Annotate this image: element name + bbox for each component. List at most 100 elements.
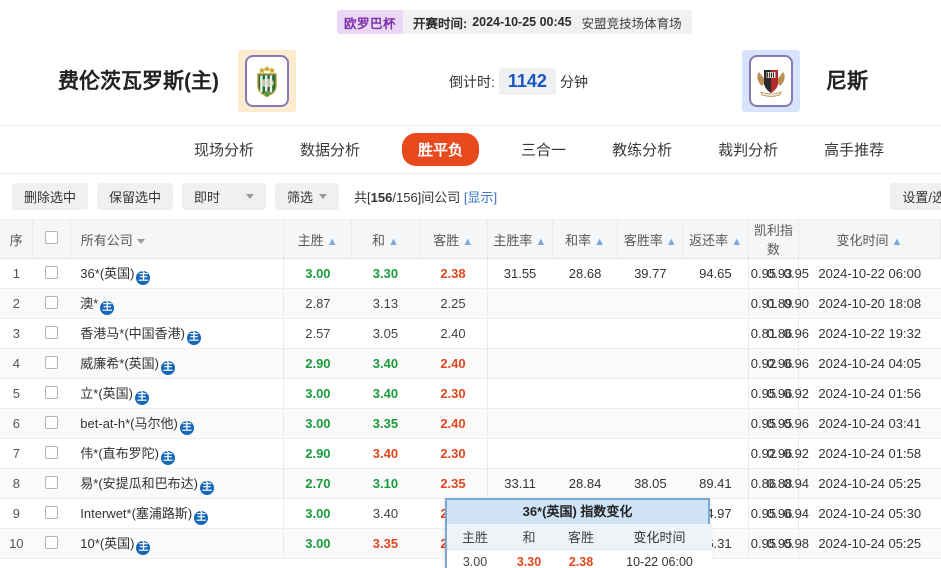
th-away-win[interactable]: 客胜 ▲ xyxy=(419,220,488,259)
odds-cell[interactable]: 3.40 xyxy=(351,378,420,409)
odds-cell[interactable]: 2.38 xyxy=(419,258,488,289)
company-name-cell[interactable]: 威廉希*(英国) 主 xyxy=(70,348,285,379)
th-change-time[interactable]: 变化时间 ▲ xyxy=(798,220,941,259)
odds-cell[interactable]: 3.00 xyxy=(283,378,352,409)
table-row[interactable]: 3 香港马*(中国香港) 主 2.57 3.05 2.40 0.81 0.86 0.96 2024… xyxy=(0,318,941,349)
company-name-cell[interactable]: 伟*(直布罗陀) 主 xyxy=(70,438,285,469)
th-draw-rate[interactable]: 和率 ▲ xyxy=(552,220,619,259)
keep-selected-button[interactable]: 保留选中 xyxy=(97,183,174,210)
row-checkbox[interactable] xyxy=(44,355,58,369)
kelly-cell: 0.96 xyxy=(765,348,792,379)
th-home-win[interactable]: 主胜 ▲ xyxy=(283,220,353,259)
row-checkbox[interactable] xyxy=(44,295,58,309)
tab-coach-analysis[interactable]: 教练分析 xyxy=(612,142,673,159)
row-checkbox[interactable] xyxy=(44,265,58,279)
odds-cell[interactable]: 2.70 xyxy=(283,468,352,499)
company-name-cell[interactable]: Interwet*(塞浦路斯) 主 xyxy=(70,498,285,529)
count-value: 156 xyxy=(370,190,393,205)
tab-win-draw-lose[interactable]: 胜平负 xyxy=(402,133,480,166)
row-checkbox-cell[interactable] xyxy=(32,378,71,409)
odds-cell[interactable]: 2.57 xyxy=(283,318,352,349)
odds-cell[interactable]: 2.25 xyxy=(419,288,488,319)
odds-cell[interactable]: 3.00 xyxy=(283,498,352,529)
odds-cell[interactable]: 3.00 xyxy=(283,258,352,289)
row-checkbox[interactable] xyxy=(44,325,58,339)
row-checkbox-cell[interactable] xyxy=(32,528,71,559)
settings-button[interactable]: 设置/选 xyxy=(890,183,941,210)
row-checkbox[interactable] xyxy=(44,505,58,519)
odds-cell[interactable]: 3.40 xyxy=(351,498,420,529)
odds-cell[interactable]: 3.13 xyxy=(351,288,420,319)
odds-cell[interactable]: 3.40 xyxy=(351,438,420,469)
kelly-cell: 0.90 xyxy=(781,288,809,319)
odds-cell[interactable]: 2.30 xyxy=(419,438,488,469)
company-name-cell[interactable]: 36*(英国) 主 xyxy=(70,258,285,289)
odds-cell[interactable]: 2.40 xyxy=(419,348,488,379)
show-link[interactable]: [显示] xyxy=(463,190,498,205)
odds-cell[interactable]: 2.40 xyxy=(419,318,488,349)
away-team-name[interactable]: 尼斯 xyxy=(826,70,868,93)
odds-cell[interactable]: 2.90 xyxy=(283,438,352,469)
company-name-cell[interactable]: 易*(安提瓜和巴布达) 主 xyxy=(70,468,285,499)
table-row[interactable]: 4 威廉希*(英国) 主 2.90 3.40 2.40 0.92 0.96 0.96 2024-1… xyxy=(0,348,941,379)
filter-dropdown[interactable]: 筛选 xyxy=(275,183,340,210)
th-home-win-rate[interactable]: 主胜率 ▲ xyxy=(487,220,553,259)
odds-cell[interactable]: 2.30 xyxy=(419,378,488,409)
row-checkbox[interactable] xyxy=(44,415,58,429)
odds-cell[interactable]: 2.87 xyxy=(283,288,352,319)
company-name-cell[interactable]: 立*(英国) 主 xyxy=(70,378,285,409)
row-checkbox-cell[interactable] xyxy=(32,318,71,349)
row-checkbox-cell[interactable] xyxy=(32,438,71,469)
row-checkbox-cell[interactable] xyxy=(32,408,71,439)
th-away-win-rate[interactable]: 客胜率 ▲ xyxy=(617,220,684,259)
odds-cell[interactable]: 3.30 xyxy=(351,258,420,289)
odds-cell[interactable]: 2.35 xyxy=(419,468,488,499)
row-checkbox[interactable] xyxy=(44,385,58,399)
th-return-rate[interactable]: 返还率 ▲ xyxy=(682,220,749,259)
kelly-cell: 0.96 xyxy=(781,348,809,379)
tab-three-in-one[interactable]: 三合一 xyxy=(521,142,567,159)
row-checkbox[interactable] xyxy=(44,475,58,489)
sort-asc-icon: ▲ xyxy=(535,235,547,248)
row-checkbox-cell[interactable] xyxy=(32,498,71,529)
table-row[interactable]: 6 bet-at-h*(马尔他) 主 3.00 3.35 2.40 0.95 0.95 0.96… xyxy=(0,408,941,439)
table-row[interactable]: 8 易*(安提瓜和巴布达) 主 2.70 3.10 2.35 33.11 28.84 38.05… xyxy=(0,468,941,499)
odds-cell[interactable]: 2.90 xyxy=(283,348,352,379)
select-all-checkbox[interactable] xyxy=(44,231,58,244)
row-checkbox-cell[interactable] xyxy=(32,288,71,319)
table-row[interactable]: 7 伟*(直布罗陀) 主 2.90 3.40 2.30 0.92 0.96 0.92 2024-1… xyxy=(0,438,941,469)
instant-dropdown[interactable]: 即时 xyxy=(182,183,267,210)
odds-cell[interactable]: 3.10 xyxy=(351,468,420,499)
ferencvaros-crest-icon xyxy=(245,55,289,107)
tab-data-analysis[interactable]: 数据分析 xyxy=(300,142,361,159)
th-company[interactable]: 所有公司 xyxy=(70,220,285,259)
company-name-cell[interactable]: 香港马*(中国香港) 主 xyxy=(70,318,285,349)
odds-cell[interactable]: 3.05 xyxy=(351,318,420,349)
row-checkbox-cell[interactable] xyxy=(32,258,71,289)
tab-live-analysis[interactable]: 现场分析 xyxy=(194,142,255,159)
table-row[interactable]: 1 36*(英国) 主 3.00 3.30 2.38 31.55 28.68 39.77 94.6… xyxy=(0,258,941,289)
th-draw[interactable]: 和 ▲ xyxy=(351,220,420,259)
tab-referee-analysis[interactable]: 裁判分析 xyxy=(718,142,779,159)
row-checkbox-cell[interactable] xyxy=(32,348,71,379)
table-row[interactable]: 2 澳* 主 2.87 3.13 2.25 0.91 0.89 0.90 2024-10-20 1… xyxy=(0,288,941,319)
row-checkbox[interactable] xyxy=(44,535,58,549)
odds-cell[interactable]: 3.35 xyxy=(351,408,420,439)
odds-cell[interactable]: 3.00 xyxy=(283,528,352,559)
company-name-cell[interactable]: 10*(英国) 主 xyxy=(70,528,285,559)
odds-cell[interactable]: 3.40 xyxy=(351,348,420,379)
odds-cell[interactable]: 3.00 xyxy=(283,408,352,439)
company-name-cell[interactable]: 澳* 主 xyxy=(70,288,285,319)
delete-selected-button[interactable]: 删除选中 xyxy=(12,183,89,210)
row-checkbox-cell[interactable] xyxy=(32,468,71,499)
table-row[interactable]: 5 立*(英国) 主 3.00 3.40 2.30 0.95 0.96 0.92 2024-10-… xyxy=(0,378,941,409)
odds-cell[interactable]: 2.40 xyxy=(419,408,488,439)
odds-cell[interactable]: 3.35 xyxy=(351,528,420,559)
league-badge[interactable]: 欧罗巴杯 xyxy=(337,10,404,34)
rate-cell xyxy=(682,288,749,319)
row-checkbox[interactable] xyxy=(44,445,58,459)
company-name-cell[interactable]: bet-at-h*(马尔他) 主 xyxy=(70,408,285,439)
home-team-name[interactable]: 费伦茨瓦罗斯(主) xyxy=(58,70,219,93)
tab-expert-picks[interactable]: 高手推荐 xyxy=(824,142,885,159)
th-select-all[interactable] xyxy=(32,220,71,259)
